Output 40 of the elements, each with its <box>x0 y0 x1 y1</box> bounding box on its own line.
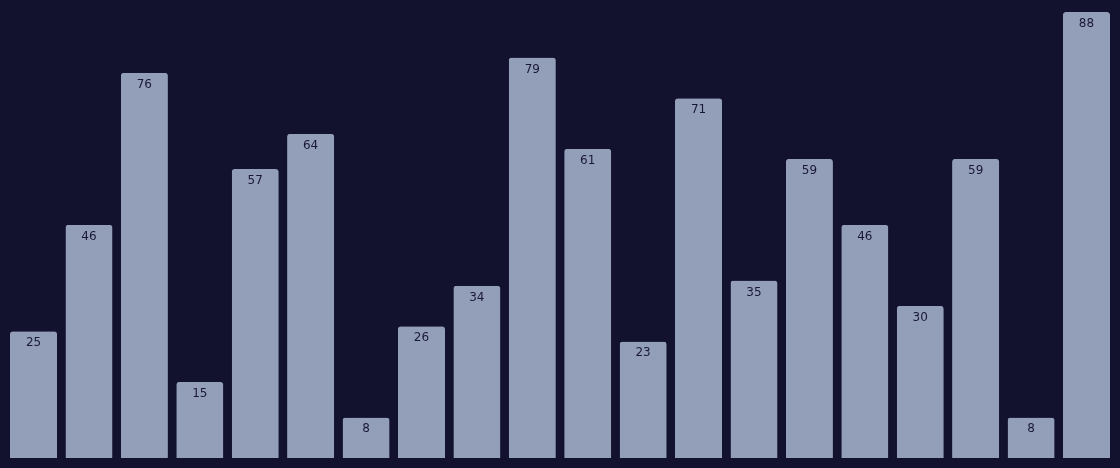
bar <box>453 285 501 458</box>
data-label: 46 <box>81 228 97 243</box>
bar <box>674 98 723 458</box>
bar <box>896 305 944 458</box>
data-label: 46 <box>857 228 873 243</box>
data-label: 57 <box>247 173 263 188</box>
bar <box>9 331 58 458</box>
bar <box>1062 12 1111 458</box>
bar <box>397 326 446 458</box>
bar <box>730 280 778 458</box>
bar <box>342 417 390 458</box>
data-label: 8 <box>362 421 370 436</box>
data-label: 30 <box>912 309 928 324</box>
bar <box>952 158 1000 458</box>
bar <box>287 133 335 458</box>
bar <box>841 224 889 458</box>
bar <box>619 341 667 458</box>
data-label: 15 <box>192 385 208 400</box>
data-label: 59 <box>801 162 818 177</box>
bar <box>1007 417 1055 458</box>
bar <box>65 224 113 458</box>
data-label: 79 <box>524 61 540 76</box>
data-label: 71 <box>690 102 707 117</box>
bar <box>231 169 279 458</box>
bar <box>120 72 168 458</box>
data-label: 59 <box>968 162 984 177</box>
data-label: 64 <box>302 137 319 152</box>
data-label: 25 <box>25 335 42 350</box>
data-label: 34 <box>469 289 485 304</box>
data-label: 88 <box>1078 16 1095 30</box>
data-label: 35 <box>746 284 762 299</box>
data-label: 23 <box>635 345 651 360</box>
bar <box>176 381 224 458</box>
data-label: 26 <box>413 330 430 345</box>
data-label: 8 <box>1027 421 1035 436</box>
bar <box>785 158 833 458</box>
data-label: 61 <box>580 152 596 167</box>
data-label: 76 <box>136 76 152 91</box>
bar <box>564 148 612 458</box>
bar <box>508 57 556 458</box>
